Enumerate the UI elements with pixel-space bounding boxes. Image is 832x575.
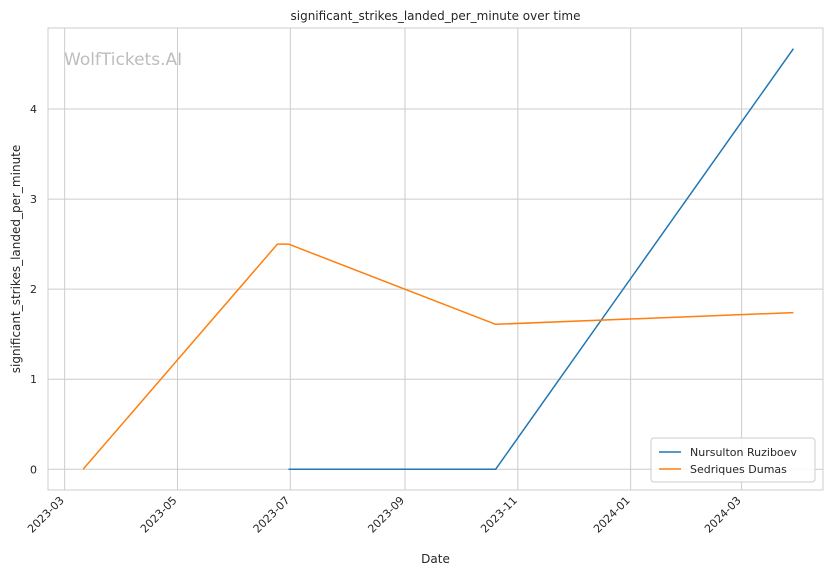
y-tick-label: 0 [30,463,37,476]
y-tick-label: 4 [30,103,37,116]
chart-title: significant_strikes_landed_per_minute ov… [290,9,580,23]
watermark: WolfTickets.AI [64,50,182,70]
legend-label: Nursulton Ruziboev [690,446,797,459]
y-axis-ticks: 0 1 2 3 4 [30,103,37,476]
series-line-1 [82,243,794,470]
y-tick-label: 1 [30,373,37,386]
series-line-0 [288,48,795,471]
y-axis-label: significant_strikes_landed_per_minute [9,145,23,374]
y-tick-label: 3 [30,193,37,206]
legend-box [650,437,816,483]
legend-label: Sedriques Dumas [690,463,787,476]
series-layer [82,48,795,471]
legend: Nursulton Ruziboev Sedriques Dumas [650,437,816,483]
x-axis-label: Date [421,552,450,566]
y-tick-label: 2 [30,283,37,296]
grid [48,28,823,490]
plot-area-border [47,27,824,491]
